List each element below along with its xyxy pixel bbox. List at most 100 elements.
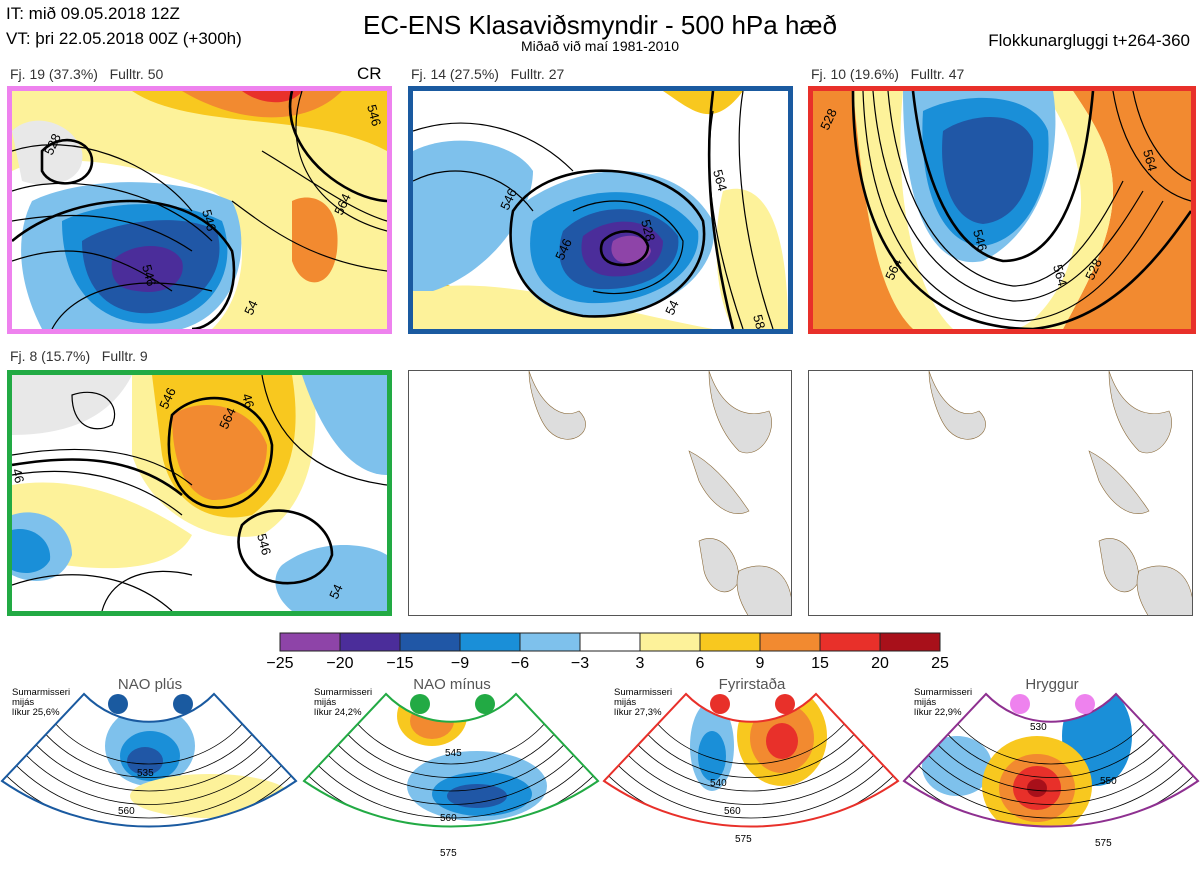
colorbar-segment	[519, 632, 581, 652]
contour-label: 58	[750, 313, 768, 329]
regime-info-line: Sumarmisseri	[12, 687, 71, 698]
regime-title: NAO plús	[117, 676, 183, 693]
contour-label: 54	[241, 298, 261, 317]
colorbar-tick-label: 15	[811, 655, 829, 672]
contour-label: 564	[710, 168, 730, 193]
regime-panel: 540 560 575 Fyrirstaða Sumarmisseri mijás líku…	[602, 676, 900, 871]
colorbar-segment	[459, 632, 521, 652]
regime-title: NAO mínus	[413, 676, 491, 693]
empty-map-5	[408, 370, 792, 616]
cluster-3-label: Fj. 10 (19.6%) Fulltr. 47	[811, 66, 965, 82]
regime-marker-dot	[475, 694, 495, 714]
anomaly-area	[922, 736, 992, 796]
contour-label: 564	[1140, 148, 1160, 173]
regime-contour-label: 575	[1095, 838, 1112, 849]
regime-marker-dot	[108, 694, 128, 714]
colorbar-tick-label: 20	[871, 655, 889, 672]
colorbar-segment	[339, 632, 401, 652]
contour-label: 46	[239, 392, 257, 410]
cluster-2-label: Fj. 14 (27.5%) Fulltr. 27	[411, 66, 565, 82]
regime-info-line: líkur 25,6%	[12, 707, 60, 718]
initial-time: IT: mið 09.05.2018 12Z	[6, 4, 180, 23]
colorbar-tick-label: −3	[570, 655, 590, 672]
regime-border	[902, 692, 1200, 828]
regime-info-line: líkur 27,3%	[614, 707, 662, 718]
cluster-map-4: 546 46 564 546 54 46	[7, 370, 392, 616]
regime-info-line: Sumarmisseri	[914, 687, 973, 698]
regime-info-line: mijás	[914, 697, 937, 708]
anomaly-area	[127, 747, 163, 775]
regime-info: Sumarmisseri mijás líkur 24,2%	[314, 688, 394, 718]
cluster-map-1: 528 546 564 546 54 546	[7, 86, 392, 334]
contour-label: 46	[12, 467, 27, 485]
classification-window: Flokkunargluggi t+264-360	[988, 31, 1190, 50]
regime-info-line: Sumarmisseri	[614, 687, 673, 698]
contour-label: 546	[364, 103, 384, 128]
contour-label: 546	[199, 208, 219, 233]
contour-line	[304, 694, 598, 819]
anomaly-area	[1027, 779, 1047, 797]
colorbar-tick-label: −9	[450, 655, 470, 672]
cluster-map-3: 528 546 564 564 528 564	[808, 86, 1196, 334]
regime-contour-label: 560	[118, 806, 135, 817]
anomaly-area	[766, 723, 798, 759]
regime-contour-label: 535	[137, 768, 154, 779]
colorbar-segment	[579, 632, 641, 652]
valid-time: VT: þri 22.05.2018 00Z (+300h)	[6, 29, 242, 48]
colorbar-segment	[399, 632, 461, 652]
contour-label: 54	[326, 582, 346, 601]
colorbar-segment	[279, 632, 341, 652]
cr-label: CR	[357, 64, 382, 83]
contour-line	[904, 694, 1198, 819]
colorbar-tick-label: −6	[510, 655, 530, 672]
colorbar-tick-label: 9	[755, 655, 765, 672]
regime-marker-dot	[775, 694, 795, 714]
regime-contour-label: 560	[440, 813, 457, 824]
contour-label: 546	[970, 228, 990, 253]
colorbar-segment	[759, 632, 821, 652]
page-title: EC-ENS Klasaviðsmyndir - 500 hPa hæð	[363, 10, 837, 40]
colorbar-segment	[819, 632, 881, 652]
regime-panel: 545 560 575 NAO mínus Sumarmisseri mijás líkur…	[302, 676, 600, 871]
regime-info: Sumarmisseri mijás líkur 27,3%	[614, 688, 694, 718]
regime-info-line: líkur 22,9%	[914, 707, 962, 718]
contour-label: 546	[254, 532, 274, 557]
regime-contour-label: 560	[724, 806, 741, 817]
regime-info: Sumarmisseri mijás líkur 22,9%	[914, 688, 994, 718]
colorbar-segment	[639, 632, 701, 652]
regime-contour-label: 545	[445, 748, 462, 759]
page-subtitle: Miðað við maí 1981-2010	[521, 38, 679, 54]
regime-marker-dot	[1010, 694, 1030, 714]
colorbar-tick-label: −15	[386, 655, 414, 672]
regime-info-line: mijás	[12, 697, 35, 708]
contour-label: 564	[1050, 263, 1070, 288]
regime-info-line: Sumarmisseri	[314, 687, 373, 698]
colorbar-tick-label: 6	[695, 655, 705, 672]
colorbar-tick-label: 3	[635, 655, 645, 672]
regime-marker-dot	[173, 694, 193, 714]
empty-map-6	[808, 370, 1193, 616]
regime-contour-label: 550	[1100, 776, 1117, 787]
regime-panel: 535 560 NAO plús Sumarmisseri mijás líkur 25,…	[0, 676, 298, 871]
regime-title: Fyrirstaða	[718, 676, 786, 693]
contour-line	[2, 694, 296, 819]
regime-marker-dot	[710, 694, 730, 714]
colorbar-segment	[699, 632, 761, 652]
regime-border	[602, 692, 900, 828]
regime-contour-label: 575	[440, 848, 457, 859]
regime-info: Sumarmisseri mijás líkur 25,6%	[12, 688, 92, 718]
cluster-4-label: Fj. 8 (15.7%) Fulltr. 9	[10, 348, 148, 364]
regime-marker-dot	[410, 694, 430, 714]
regime-info-line: líkur 24,2%	[314, 707, 362, 718]
contour-line	[604, 694, 898, 819]
regime-marker-dot	[1075, 694, 1095, 714]
contour-label: 528	[638, 218, 658, 243]
colorbar-tick-label: 25	[931, 655, 949, 672]
regime-border	[302, 692, 600, 828]
anomaly-area	[447, 784, 507, 808]
cluster-1-label: Fj. 19 (37.3%) Fulltr. 50	[10, 66, 164, 82]
colorbar-segment	[879, 632, 941, 652]
regime-contour-label: 575	[735, 834, 752, 845]
regime-info-line: mijás	[314, 697, 337, 708]
regime-border	[0, 692, 298, 828]
